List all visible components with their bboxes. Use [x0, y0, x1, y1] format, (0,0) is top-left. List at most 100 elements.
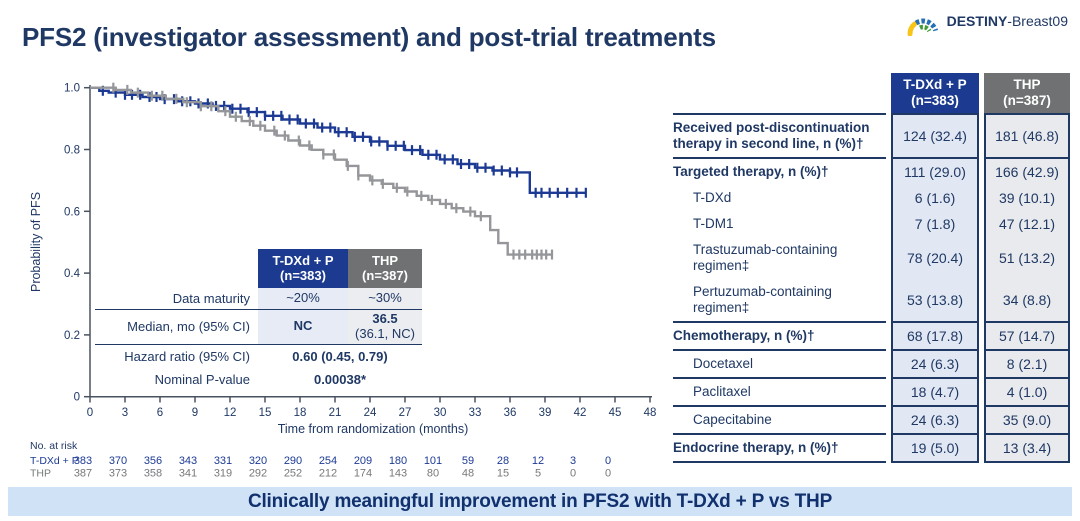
at-risk-value: 180 [389, 455, 407, 467]
conclusion-banner-text: Clinically meaningful improvement in PFS… [247, 490, 833, 512]
page-title: PFS2 (investigator assessment) and post-… [22, 22, 716, 52]
treatment-row: Capecitabine 24 (6.3) 35 (9.0) [673, 404, 1070, 433]
km-curve-thp [90, 86, 552, 256]
km-stats-table: T-DXd + P (n=383) THP (n=387) Data matur… [95, 249, 422, 391]
stats-median-thp-value: 36.5 [372, 310, 398, 326]
x-tick-label: 36 [504, 407, 517, 419]
treatment-thp-value: 35 (9.0) [984, 404, 1070, 433]
treatment-tdxd-value: 18 (4.7) [891, 376, 979, 405]
stats-header-thp-n: (n=387) [362, 268, 408, 284]
x-tick-label: 45 [609, 407, 622, 419]
at-risk-value: 28 [497, 455, 509, 467]
treatment-header-empty [673, 73, 886, 113]
at-risk-value: 254 [319, 455, 337, 467]
study-logo: DESTINY-Breast09 [904, 6, 1068, 36]
post-trial-treatment-table: T-DXd + P (n=383) THP (n=387) Received p… [668, 73, 1070, 463]
at-risk-value: 0 [605, 468, 611, 480]
treatment-tdxd-value: 24 (6.3) [891, 348, 979, 377]
destiny-fan-icon [907, 18, 938, 36]
y-tick-label: 1.0 [64, 83, 80, 95]
km-chart: 00.20.40.60.81.00 3 6 9 12 15 18 21 24 27 30 33 36 39… [29, 83, 657, 480]
treatment-row: Docetaxel 24 (6.3) 8 (2.1) [673, 348, 1070, 377]
x-tick-label: 27 [399, 407, 412, 419]
treatment-header-tdxd: T-DXd + P (n=383) [891, 73, 979, 114]
treatment-header-row: T-DXd + P (n=383) THP (n=387) [673, 73, 1070, 114]
logo-suffix: -Breast09 [1007, 13, 1068, 29]
at-risk-value: 373 [109, 468, 127, 480]
at-risk-value: 331 [214, 455, 232, 467]
treatment-thp-value: 181 (46.8) [984, 113, 1070, 158]
treatment-label: T-DXd [693, 190, 732, 206]
at-risk-value: 174 [354, 468, 372, 480]
treatment-tdxd-value: 124 (32.4) [891, 113, 979, 158]
at-risk-value: 212 [319, 468, 337, 480]
treatment-row: T-DXd 6 (1.6) 39 (10.1) [673, 185, 1070, 212]
treatment-label: T-DM1 [693, 216, 734, 232]
stats-empty-cell [95, 249, 258, 288]
treatment-tdxd-value: 19 (5.0) [891, 432, 979, 463]
x-tick-label: 39 [539, 407, 552, 419]
at-risk-value: 370 [109, 455, 127, 467]
treatment-header-thp-name: THP [1013, 77, 1041, 92]
x-tick-label: 6 [157, 407, 163, 419]
treatment-thp-value: 166 (42.9) [984, 157, 1070, 186]
at-risk-value: 209 [354, 455, 372, 467]
at-risk-value: 0 [605, 455, 611, 467]
stats-pvalue-value: 0.00038* [313, 371, 367, 387]
stats-maturity-tdxd: ~20% [258, 287, 348, 309]
at-risk-value: 387 [74, 468, 92, 480]
treatment-label: Capecitabine [673, 404, 886, 433]
conclusion-banner: Clinically meaningful improvement in PFS… [8, 487, 1072, 516]
treatment-row: Endocrine therapy, n (%)† 19 (5.0) 13 (3.4… [673, 432, 1070, 463]
at-risk-value: 356 [144, 455, 162, 467]
treatment-tdxd-value: 24 (6.3) [891, 404, 979, 433]
treatment-row: Pertuzumab-containing regimen‡ 53 (13.8) 3… [673, 279, 1070, 321]
treatment-row: Received post-discontinuation therapy in… [673, 113, 1070, 158]
treatment-thp-value: 13 (3.4) [984, 432, 1070, 463]
y-tick-label: 0.8 [64, 145, 80, 157]
y-tick-label: 0.2 [64, 330, 80, 342]
y-tick-label: 0 [74, 392, 80, 404]
treatment-thp-value: 47 (12.1) [984, 211, 1070, 238]
stats-pvalue-label: Nominal P-value [154, 371, 250, 387]
stats-header-tdxd: T-DXd + P (n=383) [258, 249, 348, 288]
x-tick-label: 48 [644, 407, 657, 419]
x-tick-label: 24 [364, 407, 377, 419]
x-tick-label: 0 [87, 407, 93, 419]
treatment-label: Endocrine therapy, n (%)† [673, 432, 886, 463]
at-risk-row-label: T-DXd + P [30, 455, 79, 467]
treatment-thp-value: 34 (8.8) [984, 279, 1070, 321]
x-tick-label: 33 [469, 407, 482, 419]
x-tick-label: 3 [122, 407, 128, 419]
at-risk-value: 48 [462, 468, 474, 480]
x-tick-label: 30 [434, 407, 447, 419]
at-risk-title: No. at risk [30, 440, 78, 452]
treatment-thp-value: 39 (10.1) [984, 185, 1070, 212]
treatment-thp-value: 4 (1.0) [984, 376, 1070, 405]
at-risk-value: 143 [389, 468, 407, 480]
stats-header-tdxd-n: (n=383) [280, 268, 326, 284]
treatment-label: Paclitaxel [673, 376, 886, 405]
at-risk-value: 292 [249, 468, 267, 480]
treatment-row: Paclitaxel 18 (4.7) 4 (1.0) [673, 376, 1070, 405]
at-risk-value: 3 [570, 455, 576, 467]
treatment-thp-value: 57 (14.7) [984, 320, 1070, 349]
at-risk-value: 290 [284, 455, 302, 467]
at-risk-value: 320 [249, 455, 267, 467]
at-risk-value: 383 [74, 455, 92, 467]
treatment-header-thp: THP (n=387) [984, 73, 1070, 114]
treatment-thp-value: 51 (13.2) [984, 237, 1070, 280]
at-risk-value: 252 [284, 468, 302, 480]
stats-median-tdxd: NC [258, 309, 348, 344]
treatment-tdxd-value: 53 (13.8) [891, 279, 979, 321]
stats-header-thp-name: THP [372, 253, 398, 268]
at-risk-value: 80 [427, 468, 439, 480]
at-risk-value: 0 [570, 468, 576, 480]
at-risk-row-label: THP [30, 468, 51, 480]
at-risk-value: 343 [179, 455, 197, 467]
stats-maturity-thp: ~30% [348, 287, 422, 309]
stats-header-thp: THP (n=387) [348, 249, 422, 288]
at-risk-value: 101 [424, 455, 442, 467]
treatment-label: Pertuzumab-containing regimen‡ [693, 284, 832, 315]
